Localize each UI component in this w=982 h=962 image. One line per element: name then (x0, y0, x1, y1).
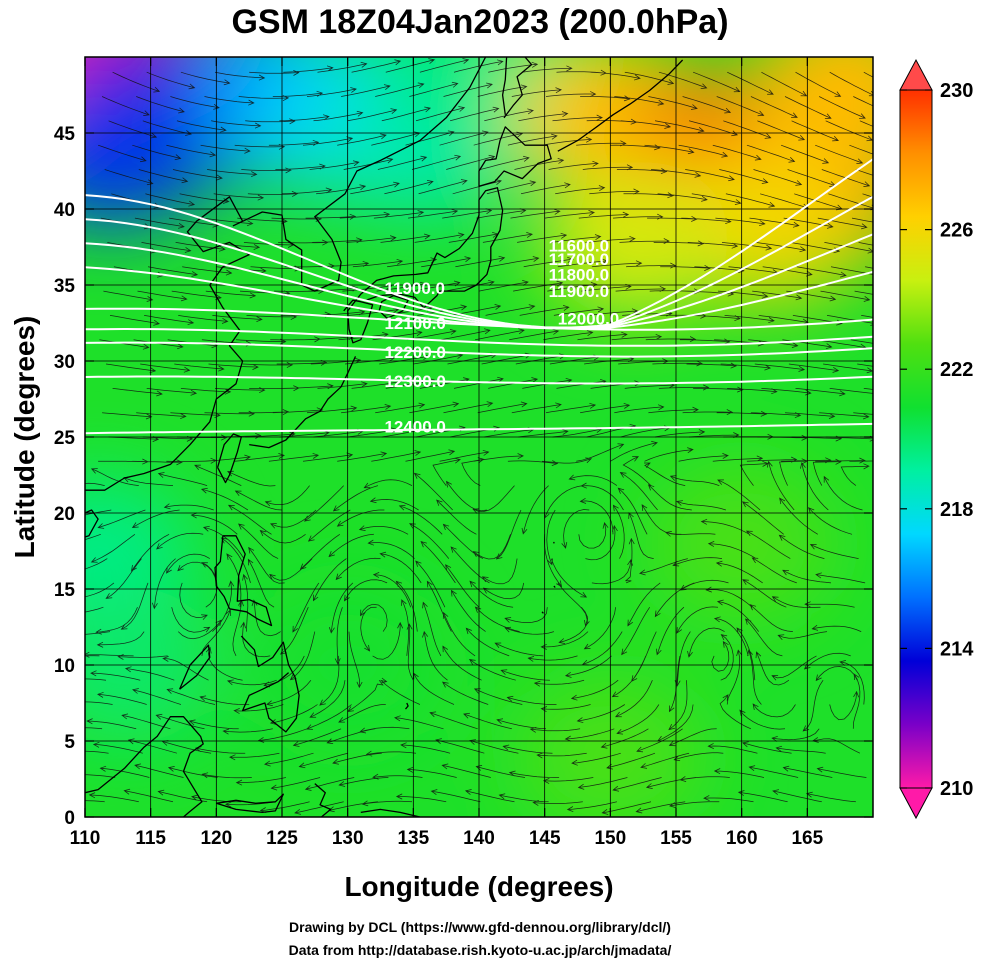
colorbar-gradient (899, 89, 933, 789)
x-tick-label: 160 (726, 828, 758, 849)
height-contour (85, 195, 873, 329)
coastline (179, 644, 211, 690)
height-contour (85, 327, 873, 347)
coastline (553, 585, 556, 588)
y-tick-label: 5 (64, 732, 75, 753)
x-tick-label: 165 (791, 828, 823, 849)
coastline (557, 59, 684, 152)
coastline (501, 57, 508, 115)
streamlines (85, 58, 873, 815)
temperature-field (85, 57, 873, 817)
y-tick-label: 20 (54, 504, 75, 525)
footer-credit-drawing: Drawing by DCL (https://www.gfd-dennou.o… (289, 919, 671, 935)
temperature-patch (751, 57, 873, 168)
coastline (216, 793, 284, 814)
y-tick-label: 15 (54, 580, 76, 601)
grid-lines (85, 57, 873, 817)
y-axis-label: Latitude (degrees) (9, 316, 40, 559)
x-tick-label: 120 (200, 828, 232, 849)
height-contour (85, 422, 873, 435)
coastline (378, 294, 409, 320)
coastline (249, 356, 357, 449)
colorbar-tick-label: 230 (940, 80, 973, 102)
contour-label: 11900.0 (549, 282, 610, 301)
footer-credit-data: Data from http://database.rish.kyoto-u.a… (289, 942, 672, 958)
contour-label: 12400.0 (384, 417, 445, 436)
y-axis-ticks: 0 5 10 15 20 25 30 35 40 45 (54, 124, 873, 829)
height-contours (85, 158, 873, 435)
x-tick-label: 110 (70, 828, 101, 849)
coastline (503, 57, 533, 119)
y-tick-label: 30 (54, 352, 75, 373)
colorbar-min-arrow (899, 787, 933, 820)
coastline (541, 611, 544, 614)
contour-label: 12100.0 (384, 314, 445, 333)
x-tick-label: 150 (594, 828, 626, 849)
contour-label: 11800.0 (549, 265, 610, 284)
coastline (314, 783, 332, 817)
x-tick-label: 140 (463, 828, 495, 849)
y-tick-label: 25 (54, 428, 76, 449)
coastline (85, 716, 204, 817)
contour-label: 11600.0 (549, 236, 610, 255)
x-tick-label: 125 (266, 828, 298, 849)
coastline (85, 509, 99, 538)
temperature-patch (541, 159, 732, 320)
x-tick-label: 130 (332, 828, 364, 849)
coastline (360, 808, 421, 817)
colorbar-max-arrow (899, 58, 933, 91)
contour-label: 11900.0 (384, 279, 445, 298)
height-contour (85, 307, 873, 331)
x-axis-label: Longitude (degrees) (344, 871, 613, 902)
contour-label: 11700.0 (549, 250, 610, 269)
y-tick-label: 0 (64, 808, 75, 829)
height-contour (85, 158, 873, 329)
contour-label: 12200.0 (384, 343, 445, 362)
y-tick-label: 40 (54, 200, 75, 221)
contour-label: 12000.0 (558, 309, 619, 328)
x-tick-label: 155 (660, 828, 692, 849)
x-tick-label: 115 (135, 828, 166, 849)
colorbar-tick-label: 218 (940, 499, 973, 521)
coastline (405, 702, 409, 710)
coastline (478, 126, 552, 187)
coastline (240, 635, 300, 733)
x-tick-label: 135 (397, 828, 429, 849)
y-tick-label: 35 (54, 276, 76, 297)
coastline (216, 433, 242, 484)
colorbar-tick-label: 226 (940, 220, 973, 242)
height-contour (85, 341, 873, 358)
x-tick-label: 145 (529, 828, 561, 849)
colorbar-tick-label: 214 (940, 638, 974, 660)
x-axis-ticks: 110 115 120 125 130 135 140 145 150 155 160 165 (70, 57, 824, 849)
y-tick-label: 45 (54, 124, 76, 145)
colorbar: 210 214 218 222 226 230 (899, 58, 974, 820)
colorbar-tick-label: 210 (940, 778, 973, 800)
contour-label: 12300.0 (384, 372, 445, 391)
y-tick-label: 10 (54, 656, 75, 677)
chart-title: GSM 18Z04Jan2023 (200.0hPa) (231, 3, 728, 41)
coastline (214, 535, 273, 627)
height-contour (85, 375, 873, 385)
colorbar-tick-label: 222 (940, 359, 973, 381)
height-contour (85, 233, 873, 330)
streamline (85, 58, 873, 815)
